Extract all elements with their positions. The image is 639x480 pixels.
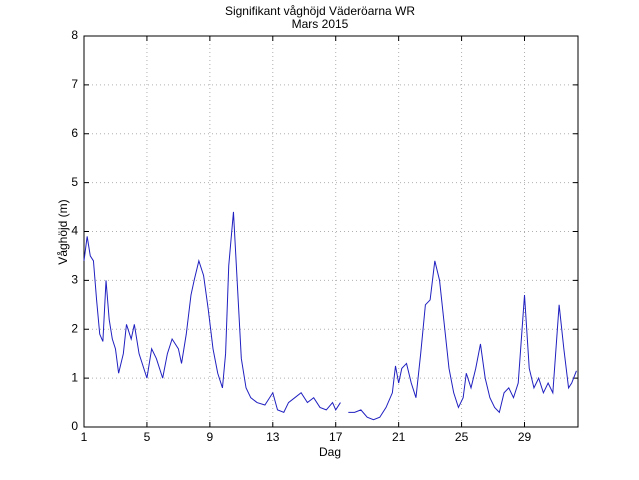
- y-axis-label: Våghöjd (m): [56, 199, 70, 264]
- x-axis-label: Dag: [319, 445, 341, 459]
- chart-title: Signifikant våghöjd Väderöarna WR: [225, 4, 415, 18]
- x-tick-label: 21: [392, 430, 406, 444]
- y-tick-label: 0: [71, 419, 78, 433]
- x-tick-label: 9: [207, 430, 214, 444]
- x-tick-label: 29: [518, 430, 532, 444]
- y-tick-label: 1: [71, 370, 78, 384]
- plot-frame: [83, 35, 579, 428]
- y-tick-label: 2: [71, 321, 78, 335]
- y-tick-label: 7: [71, 77, 78, 91]
- x-tick-label: 5: [144, 430, 151, 444]
- y-tick-label: 5: [71, 175, 78, 189]
- y-tick-label: 6: [71, 126, 78, 140]
- y-tick-label: 8: [71, 28, 78, 42]
- x-tick-label: 25: [455, 430, 469, 444]
- x-tick-label: 1: [81, 430, 88, 444]
- y-tick-label: 4: [71, 224, 78, 238]
- y-tick-label: 3: [71, 273, 78, 287]
- x-tick-label: 13: [266, 430, 280, 444]
- x-tick-label: 17: [329, 430, 343, 444]
- chart-subtitle: Mars 2015: [292, 17, 349, 31]
- data-line: [83, 211, 577, 421]
